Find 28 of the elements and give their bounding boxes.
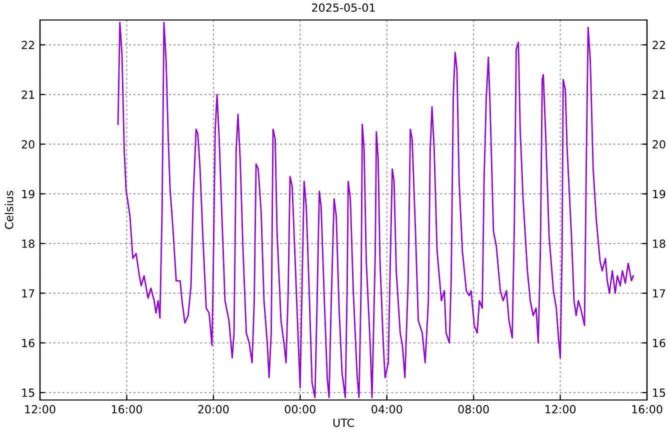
y-axis-title: Celsius [4, 190, 14, 230]
y2-tick-label: 17 [653, 289, 666, 298]
y-tick-label: 22 [22, 40, 34, 50]
y-tick-label: 19 [22, 190, 34, 198]
x-tick-label: 04:00 [372, 405, 402, 414]
y2-tick-label: 21 [652, 90, 665, 99]
x-tick-label: 16:00 [632, 405, 662, 414]
y2-tick-label: 16 [653, 338, 666, 348]
y2-tick-label: 20 [652, 140, 666, 149]
x-tick-label: 16:00 [112, 405, 142, 414]
y-tick-label: 16 [22, 338, 34, 348]
y2-tick-label: 22 [652, 40, 665, 50]
x-tick-label: 20:00 [198, 405, 229, 414]
y-tick-label: 18 [22, 240, 34, 248]
y2-tick-label: 15 [653, 388, 666, 397]
y-tick-label: 20 [22, 140, 34, 149]
y-tick-label: 17 [22, 289, 34, 298]
y2-tick-label: 19 [653, 190, 666, 198]
chart-title: 2025-05-01 [312, 3, 375, 12]
line-series [117, 22, 634, 398]
x-axis-title: UTC [333, 418, 354, 427]
y-tick-label: 21 [22, 90, 34, 99]
y2-tick-label: 18 [653, 240, 666, 248]
y-tick-label: 15 [22, 388, 34, 397]
x-tick-label: 12:00 [545, 405, 576, 414]
x-tick-label: 00:00 [284, 405, 316, 414]
x-tick-label: 12:00 [25, 405, 56, 414]
x-tick-label: 08:00 [458, 405, 489, 414]
